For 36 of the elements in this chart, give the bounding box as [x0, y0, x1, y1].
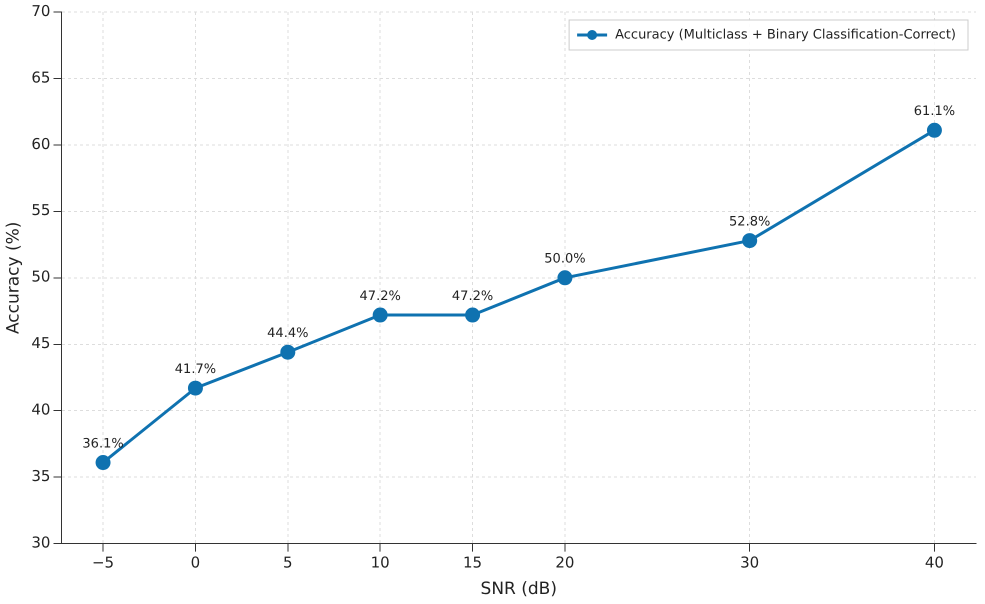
- data-label: 41.7%: [174, 362, 216, 377]
- y-tick-label: 65: [31, 68, 50, 86]
- x-tick-label: −5: [92, 553, 114, 572]
- y-tick-label: 55: [31, 201, 50, 220]
- point: [96, 455, 111, 470]
- y-tick-label: 45: [31, 334, 50, 352]
- x-tick-label: 10: [370, 553, 390, 572]
- data-label: 44.4%: [267, 326, 308, 342]
- data-label: 47.2%: [452, 288, 494, 304]
- data-label: 61.1%: [914, 104, 956, 120]
- x-tick-label: 20: [555, 553, 574, 572]
- y-tick-label: 30: [31, 533, 50, 552]
- x-tick-label: 5: [283, 553, 293, 572]
- y-tick-label: 50: [31, 268, 50, 286]
- y-tick-label: 40: [31, 400, 50, 419]
- y-tick-label: 70: [31, 2, 50, 20]
- point: [188, 380, 203, 396]
- x-axis-title: SNR (dB): [480, 579, 557, 600]
- data-label: 47.2%: [360, 288, 401, 304]
- x-tick-label: 15: [463, 553, 482, 572]
- point: [465, 308, 480, 323]
- point: [557, 270, 572, 286]
- point: [372, 308, 388, 323]
- x-tick-label: 40: [924, 553, 944, 572]
- point: [742, 233, 758, 248]
- y-tick-label: 60: [31, 134, 50, 153]
- point: [280, 344, 296, 360]
- data-label: 36.1%: [82, 436, 124, 452]
- data-label: 52.8%: [729, 214, 770, 230]
- data-label: 50.0%: [544, 252, 586, 267]
- y-axis-title: Accuracy (%): [4, 222, 24, 334]
- point: [926, 122, 942, 138]
- legend-label: Accuracy (Multiclass + Binary Classification-Correct): [615, 27, 956, 42]
- x-tick-label: 0: [190, 553, 200, 572]
- y-tick-label: 35: [31, 467, 50, 486]
- x-tick-label: 30: [740, 553, 760, 572]
